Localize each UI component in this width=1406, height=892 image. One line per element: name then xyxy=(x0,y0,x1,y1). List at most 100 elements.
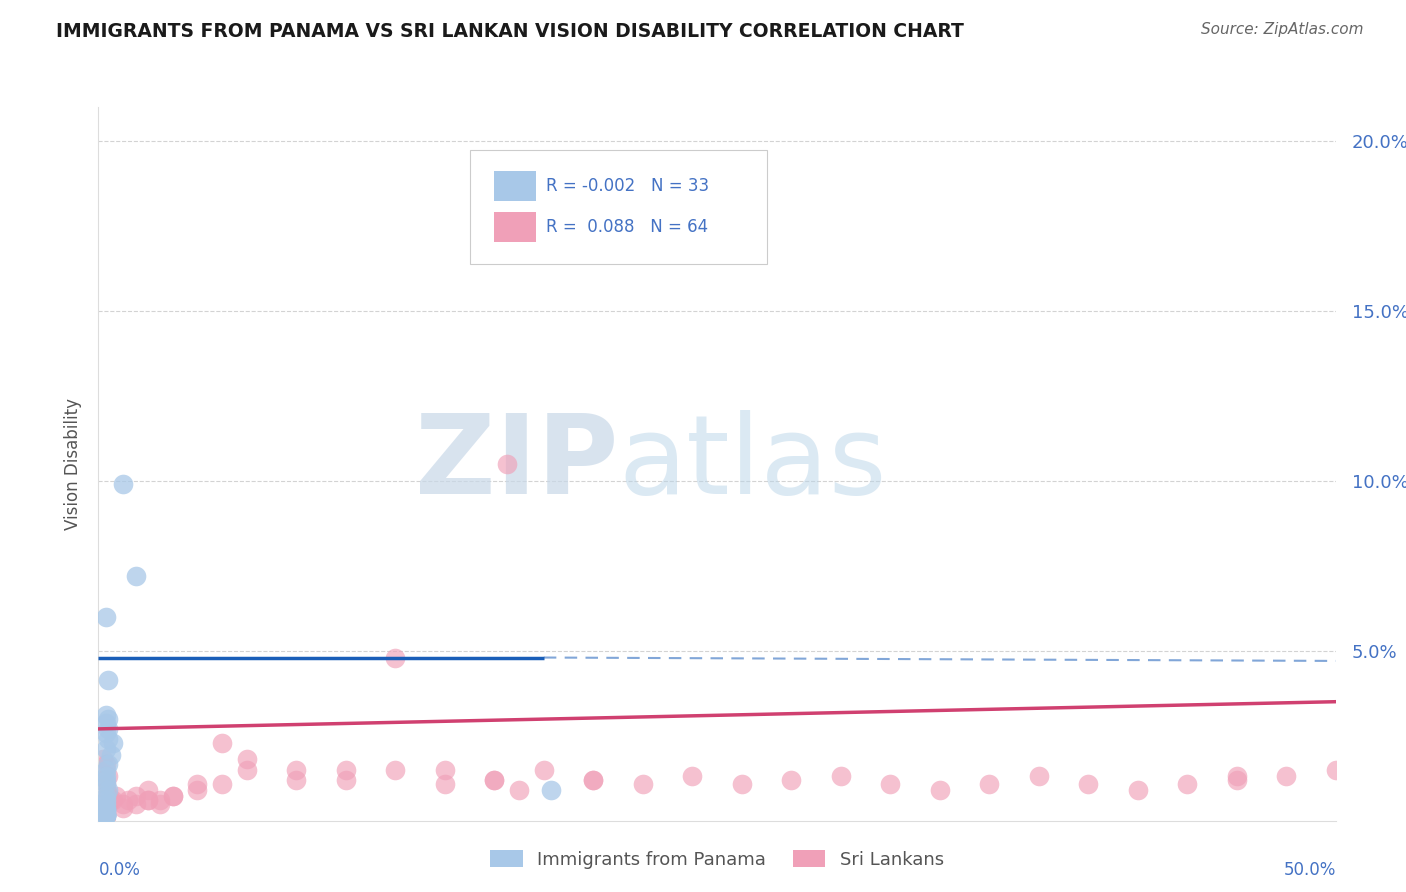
Point xyxy=(124,406,146,420)
Point xyxy=(97,739,120,753)
Point xyxy=(94,474,117,488)
Text: R = -0.002   N = 33: R = -0.002 N = 33 xyxy=(547,177,710,195)
Point xyxy=(103,780,125,794)
Point xyxy=(94,804,117,818)
Point xyxy=(928,763,950,777)
Point xyxy=(1175,752,1198,766)
Y-axis label: Vision Disability: Vision Disability xyxy=(63,398,82,530)
Point xyxy=(94,797,117,811)
Point xyxy=(103,684,125,698)
Point xyxy=(631,752,654,766)
Point xyxy=(1324,729,1347,743)
Point xyxy=(94,787,117,801)
Point xyxy=(97,787,120,801)
Text: R =  0.088   N = 64: R = 0.088 N = 64 xyxy=(547,218,709,235)
Point xyxy=(97,661,120,675)
Point xyxy=(97,678,120,692)
Point xyxy=(94,793,117,807)
Point xyxy=(540,763,562,777)
Point xyxy=(124,787,146,801)
Point xyxy=(335,729,357,743)
Point xyxy=(94,800,117,814)
Point xyxy=(94,804,117,818)
Point xyxy=(94,695,117,709)
Point xyxy=(97,763,120,777)
Point xyxy=(112,252,135,267)
Point xyxy=(236,712,259,726)
FancyBboxPatch shape xyxy=(495,170,537,202)
Point xyxy=(94,637,117,651)
Point xyxy=(285,746,308,760)
Text: 0.0%: 0.0% xyxy=(98,862,141,880)
FancyBboxPatch shape xyxy=(495,211,537,243)
Point xyxy=(136,780,159,794)
Point xyxy=(335,746,357,760)
Point xyxy=(879,752,901,766)
Legend: Immigrants from Panama, Sri Lankans: Immigrants from Panama, Sri Lankans xyxy=(482,843,952,876)
Point xyxy=(94,772,117,787)
Point xyxy=(93,746,115,760)
Point xyxy=(94,752,117,766)
Point xyxy=(484,746,506,760)
Point xyxy=(681,739,703,753)
Point xyxy=(94,780,117,794)
Point xyxy=(149,787,172,801)
Text: IMMIGRANTS FROM PANAMA VS SRI LANKAN VISION DISABILITY CORRELATION CHART: IMMIGRANTS FROM PANAMA VS SRI LANKAN VIS… xyxy=(56,22,965,41)
Point xyxy=(1077,752,1099,766)
Point xyxy=(236,729,259,743)
Point xyxy=(508,763,530,777)
Point xyxy=(94,800,117,814)
Point xyxy=(1275,739,1298,753)
Point xyxy=(1126,763,1149,777)
Point xyxy=(97,579,120,593)
Point xyxy=(100,705,122,719)
Point xyxy=(94,797,117,811)
Point xyxy=(97,769,120,783)
Point xyxy=(731,752,754,766)
Point xyxy=(1226,746,1249,760)
Text: 50.0%: 50.0% xyxy=(1284,862,1336,880)
Point xyxy=(780,746,803,760)
Point xyxy=(162,772,184,787)
Point xyxy=(484,746,506,760)
Point xyxy=(112,787,135,801)
Point xyxy=(94,804,117,818)
Point xyxy=(94,752,117,766)
Point xyxy=(582,746,605,760)
Point xyxy=(112,793,135,807)
Point xyxy=(94,804,117,818)
Point xyxy=(384,729,406,743)
Point xyxy=(582,746,605,760)
Point xyxy=(104,772,127,787)
Point xyxy=(94,804,117,818)
Point xyxy=(211,752,233,766)
Point xyxy=(93,712,115,726)
Point xyxy=(211,684,233,698)
Point xyxy=(94,793,117,807)
Point xyxy=(186,763,208,777)
Point xyxy=(1028,739,1050,753)
Point xyxy=(94,667,117,681)
Point xyxy=(136,780,159,794)
Point xyxy=(94,804,117,818)
Text: Source: ZipAtlas.com: Source: ZipAtlas.com xyxy=(1201,22,1364,37)
Point xyxy=(149,780,172,794)
Point xyxy=(162,772,184,787)
FancyBboxPatch shape xyxy=(470,150,766,264)
Point xyxy=(94,746,117,760)
Point xyxy=(94,806,117,821)
Point xyxy=(124,772,146,787)
Point xyxy=(94,718,117,732)
Point xyxy=(97,718,120,732)
Point xyxy=(94,763,117,777)
Text: ZIP: ZIP xyxy=(415,410,619,517)
Point xyxy=(136,763,159,777)
Point xyxy=(97,644,120,658)
Point xyxy=(533,729,555,743)
Point xyxy=(117,780,139,794)
Point xyxy=(495,219,517,233)
Point xyxy=(979,752,1001,766)
Point xyxy=(384,541,406,556)
Point xyxy=(94,739,117,753)
Point xyxy=(1226,739,1249,753)
